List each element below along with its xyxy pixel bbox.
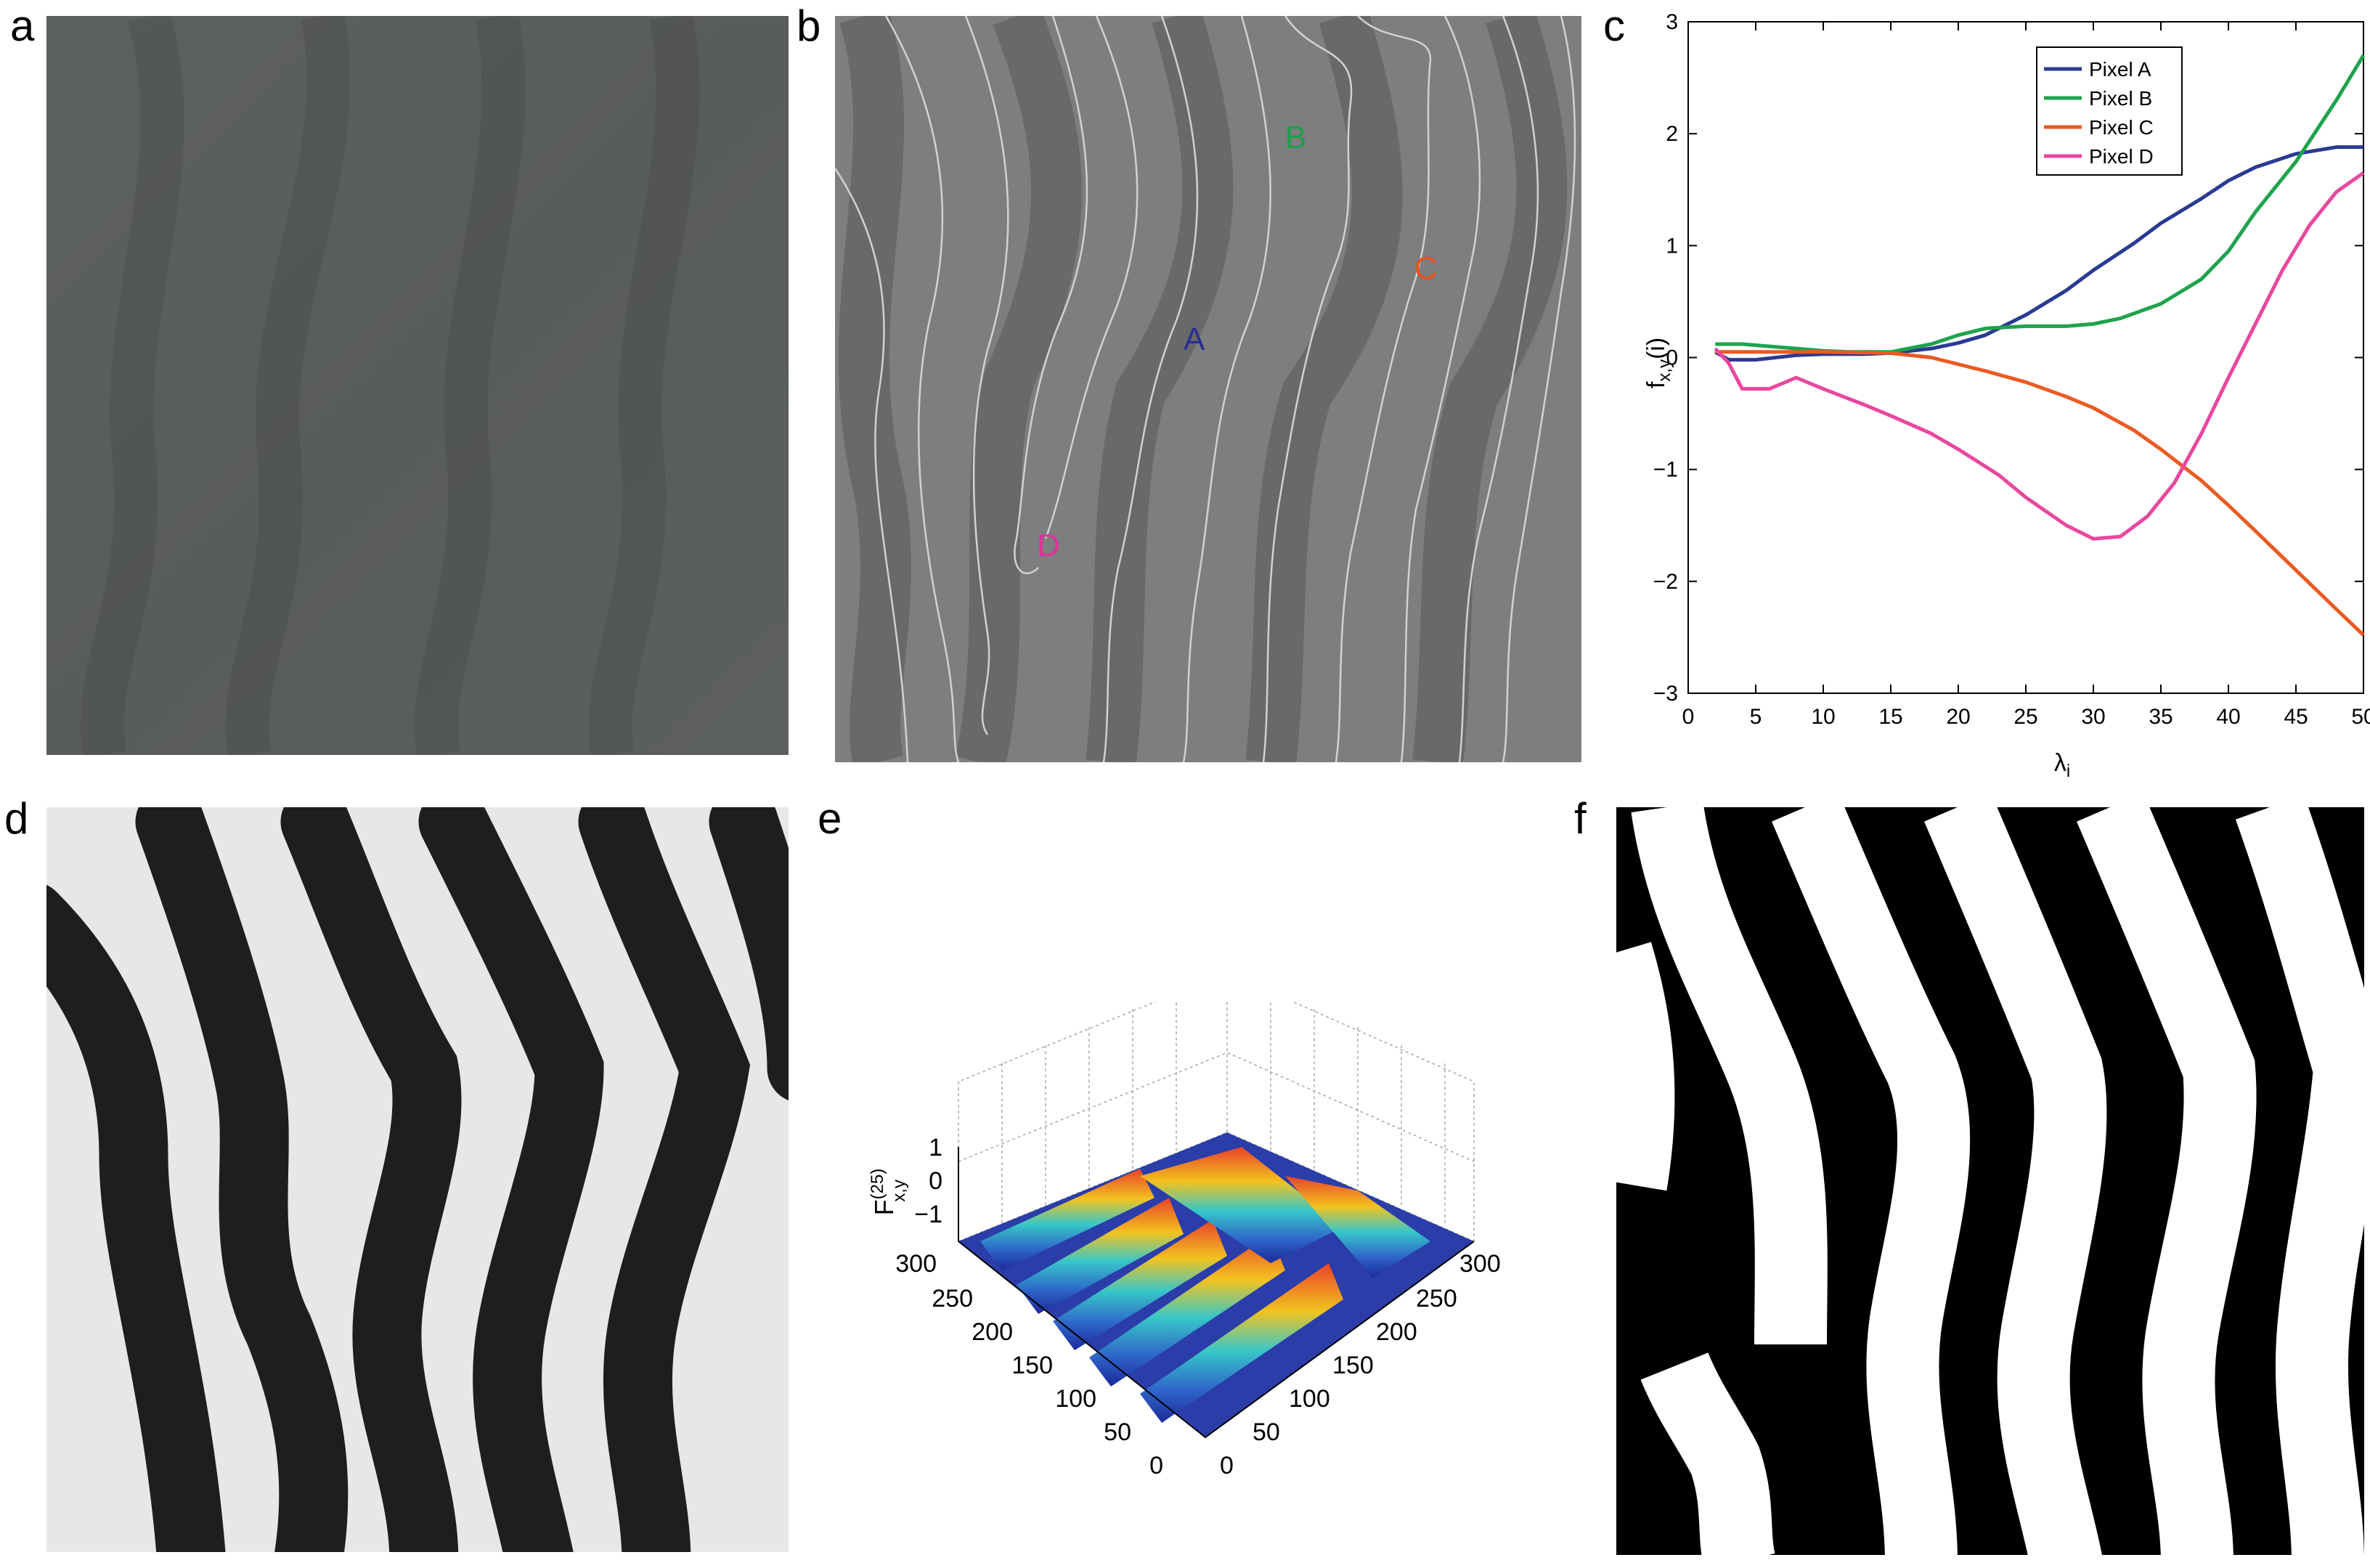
- z-tick-0: 0: [929, 1167, 942, 1195]
- x-tick-100: 100: [1289, 1385, 1330, 1413]
- x-tick-label: 10: [1811, 705, 1835, 729]
- panel-label-a: a: [10, 1, 35, 50]
- y-tick-label: −3: [1653, 682, 1678, 706]
- y-tick-150: 150: [1011, 1352, 1053, 1379]
- z-tick-minus1: −1: [914, 1201, 942, 1228]
- panel-a-raw-image: [46, 16, 789, 755]
- legend-entry: Pixel B: [2089, 87, 2152, 110]
- panel-label-b: b: [797, 1, 821, 50]
- x-tick-label: 40: [2216, 705, 2240, 729]
- x-tick-50: 50: [1253, 1418, 1280, 1446]
- panel-e-surface-plot: 1 0 −1 F(25) x,y 300 250 200 150 100 50 0…: [868, 1002, 1501, 1479]
- x-tick-label: 20: [1946, 705, 1970, 729]
- panel-f-binary-image: [1616, 807, 2364, 1555]
- x-tick-300: 300: [1459, 1250, 1501, 1278]
- series-line-pixel-b: [1715, 54, 2366, 354]
- y-tick-300: 300: [895, 1250, 937, 1278]
- z-axis-label: F(25) x,y: [868, 1169, 909, 1216]
- panel-label-f: f: [1574, 794, 1587, 843]
- x-tick-label: 50: [2351, 705, 2370, 729]
- x-axis-label: λi: [2054, 749, 2070, 780]
- y-tick-0: 0: [1149, 1452, 1163, 1479]
- y-axis-label: fx,y(i): [1642, 338, 1674, 388]
- legend-entry: Pixel D: [2089, 145, 2154, 168]
- y-tick-100: 100: [1055, 1385, 1096, 1413]
- x-tick-150: 150: [1332, 1352, 1374, 1379]
- y-tick-label: 1: [1666, 234, 1678, 258]
- chart-legend: Pixel A Pixel B Pixel C Pixel D: [2036, 46, 2183, 176]
- x-tick-200: 200: [1376, 1318, 1417, 1346]
- series-line-pixel-d: [1714, 171, 2365, 541]
- y-tick-50: 50: [1104, 1418, 1131, 1446]
- panel-label-d: d: [4, 794, 29, 843]
- y-tick-label: −2: [1653, 570, 1678, 594]
- series-line-pixel-a: [1714, 145, 2363, 362]
- series-line-pixel-c: [1715, 350, 2365, 637]
- x-tick-label: 35: [2149, 705, 2172, 729]
- y-tick-250: 250: [932, 1285, 973, 1312]
- legend-entry: Pixel C: [2089, 116, 2154, 139]
- x-tick-250: 250: [1416, 1285, 1457, 1312]
- x-tick-label: 25: [2013, 705, 2037, 729]
- x-tick-label: 15: [1878, 705, 1902, 729]
- y-tick-label: 0: [1666, 346, 1678, 370]
- y-tick-label: 3: [1666, 10, 1678, 34]
- pixel-label-d: D: [1037, 528, 1060, 563]
- panel-d-filtered-image: [46, 807, 789, 1552]
- panel-b-contour-image: A B C D: [835, 16, 1581, 762]
- pixel-label-a: A: [1184, 322, 1205, 357]
- legend-entry: Pixel A: [2089, 58, 2151, 81]
- x-tick-label: 45: [2284, 705, 2308, 729]
- x-tick-label: 5: [1750, 705, 1762, 729]
- z-tick-1: 1: [929, 1134, 942, 1161]
- x-tick-0: 0: [1220, 1452, 1234, 1479]
- x-tick-label: 0: [1682, 705, 1695, 729]
- pixel-label-b: B: [1285, 120, 1306, 155]
- panel-label-c: c: [1603, 1, 1625, 50]
- y-tick-label: −1: [1653, 458, 1678, 482]
- x-tick-label: 30: [2081, 705, 2105, 729]
- y-tick-200: 200: [972, 1318, 1013, 1346]
- pixel-label-c: C: [1414, 250, 1438, 286]
- panel-label-e: e: [818, 794, 842, 843]
- y-tick-label: 2: [1666, 122, 1678, 146]
